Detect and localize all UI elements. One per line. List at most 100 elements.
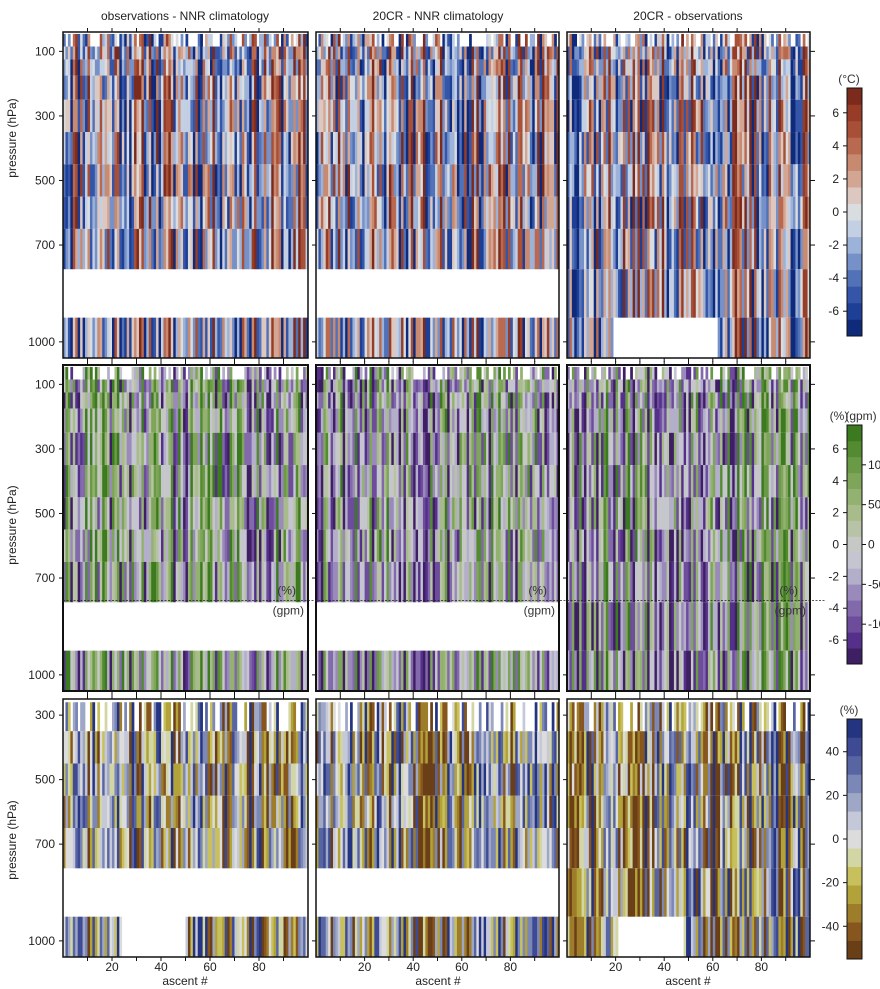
heatmap-cell: [498, 650, 501, 691]
heatmap-cell: [642, 269, 646, 318]
heatmap-cell: [461, 132, 465, 165]
heatmap-cell: [622, 46, 626, 60]
heatmap-cell: [498, 132, 501, 165]
heatmap-cell: [239, 529, 243, 562]
heatmap-cell: [627, 379, 631, 393]
heatmap-cell: [763, 59, 767, 76]
heatmap-cell: [391, 75, 395, 100]
heatmap-cell: [192, 59, 196, 76]
heatmap-cell: [266, 379, 270, 393]
heatmap-cell: [452, 228, 455, 270]
heatmap-cell: [121, 561, 125, 603]
heatmap-cell: [761, 75, 765, 100]
heatmap-cell: [396, 529, 399, 562]
heatmap-cell: [546, 366, 550, 380]
heatmap-cell: [493, 497, 497, 530]
heatmap-cell: [94, 650, 98, 691]
heatmap-cell: [239, 75, 243, 100]
heatmap-cell: [187, 196, 191, 229]
heatmap-cell: [173, 228, 176, 270]
heatmap-cell: [367, 379, 370, 393]
heatmap-cell: [197, 561, 201, 603]
heatmap-cell: [574, 196, 578, 229]
heatmap-cell: [493, 392, 497, 409]
heatmap-cell: [630, 164, 633, 197]
heatmap-cell: [498, 366, 501, 380]
heatmap-cell: [330, 59, 334, 76]
heatmap-cell: [763, 99, 767, 133]
heatmap-cell: [80, 561, 83, 603]
heatmap-cell: [374, 46, 378, 60]
heatmap-cell: [627, 164, 631, 197]
heatmap-cell: [656, 132, 660, 165]
heatmap-cell: [608, 379, 612, 393]
heatmap-cell: [156, 408, 159, 433]
heatmap-cell: [261, 465, 265, 498]
heatmap-cell: [359, 33, 363, 47]
heatmap-cell: [77, 650, 81, 691]
heatmap-cell: [239, 228, 243, 270]
heatmap-cell: [456, 317, 460, 358]
heatmap-cell: [437, 650, 441, 691]
heatmap-cell: [303, 228, 306, 270]
heatmap-cell: [598, 379, 602, 393]
heatmap-cell: [437, 465, 441, 498]
heatmap-cell: [785, 164, 789, 197]
heatmap-cell: [413, 228, 416, 270]
heatmap-cell: [403, 228, 407, 270]
heatmap-cell: [703, 59, 706, 76]
heatmap-cell: [92, 392, 96, 409]
heatmap-cell: [746, 317, 750, 358]
heatmap-cell: [256, 366, 260, 380]
heatmap-cell: [749, 317, 752, 358]
heatmap-cell: [546, 99, 550, 133]
heatmap-cell: [219, 59, 223, 76]
heatmap-cell: [601, 132, 604, 165]
heatmap-cell: [337, 99, 341, 133]
heatmap-cell: [168, 33, 172, 47]
heatmap-cell: [401, 59, 404, 76]
heatmap-cell: [520, 392, 523, 409]
heatmap-cell: [522, 408, 526, 433]
heatmap-cell: [350, 99, 353, 133]
heatmap-cell: [161, 465, 164, 498]
heatmap-cell: [158, 228, 162, 270]
heatmap-cell: [493, 529, 497, 562]
heatmap-cell: [298, 59, 301, 76]
heatmap-cell: [187, 650, 191, 691]
heatmap-cell: [185, 408, 189, 433]
heatmap-cell: [229, 529, 233, 562]
heatmap-cell: [89, 465, 93, 498]
heatmap-cell: [202, 46, 206, 60]
heatmap-cell: [756, 46, 760, 60]
heatmap-cell: [608, 59, 612, 76]
heatmap-cell: [703, 228, 706, 270]
heatmap-cell: [158, 561, 162, 603]
heatmap-cell: [703, 164, 706, 197]
heatmap-cell: [425, 59, 429, 76]
heatmap-cell: [316, 379, 319, 393]
heatmap-cell: [539, 164, 543, 197]
heatmap-cell: [104, 59, 108, 76]
heatmap-cell: [239, 132, 243, 165]
heatmap-cell: [165, 497, 169, 530]
heatmap-cell: [644, 228, 648, 270]
heatmap-cell: [229, 465, 233, 498]
heatmap-cell: [352, 196, 356, 229]
heatmap-cell: [229, 228, 233, 270]
heatmap-cell: [652, 75, 655, 100]
heatmap-cell: [178, 650, 181, 691]
heatmap-cell: [741, 196, 745, 229]
heatmap-cell: [239, 379, 243, 393]
heatmap-cell: [350, 132, 353, 165]
heatmap-cell: [129, 317, 132, 358]
heatmap-cell: [710, 366, 714, 380]
heatmap-cell: [156, 465, 159, 498]
heatmap-cell: [527, 379, 531, 393]
heatmap-cell: [222, 164, 225, 197]
heatmap-cell: [775, 33, 779, 47]
heatmap-cell: [148, 379, 152, 393]
heatmap-cell: [318, 46, 322, 60]
heatmap-cell: [732, 59, 735, 76]
heatmap-cell: [512, 99, 516, 133]
